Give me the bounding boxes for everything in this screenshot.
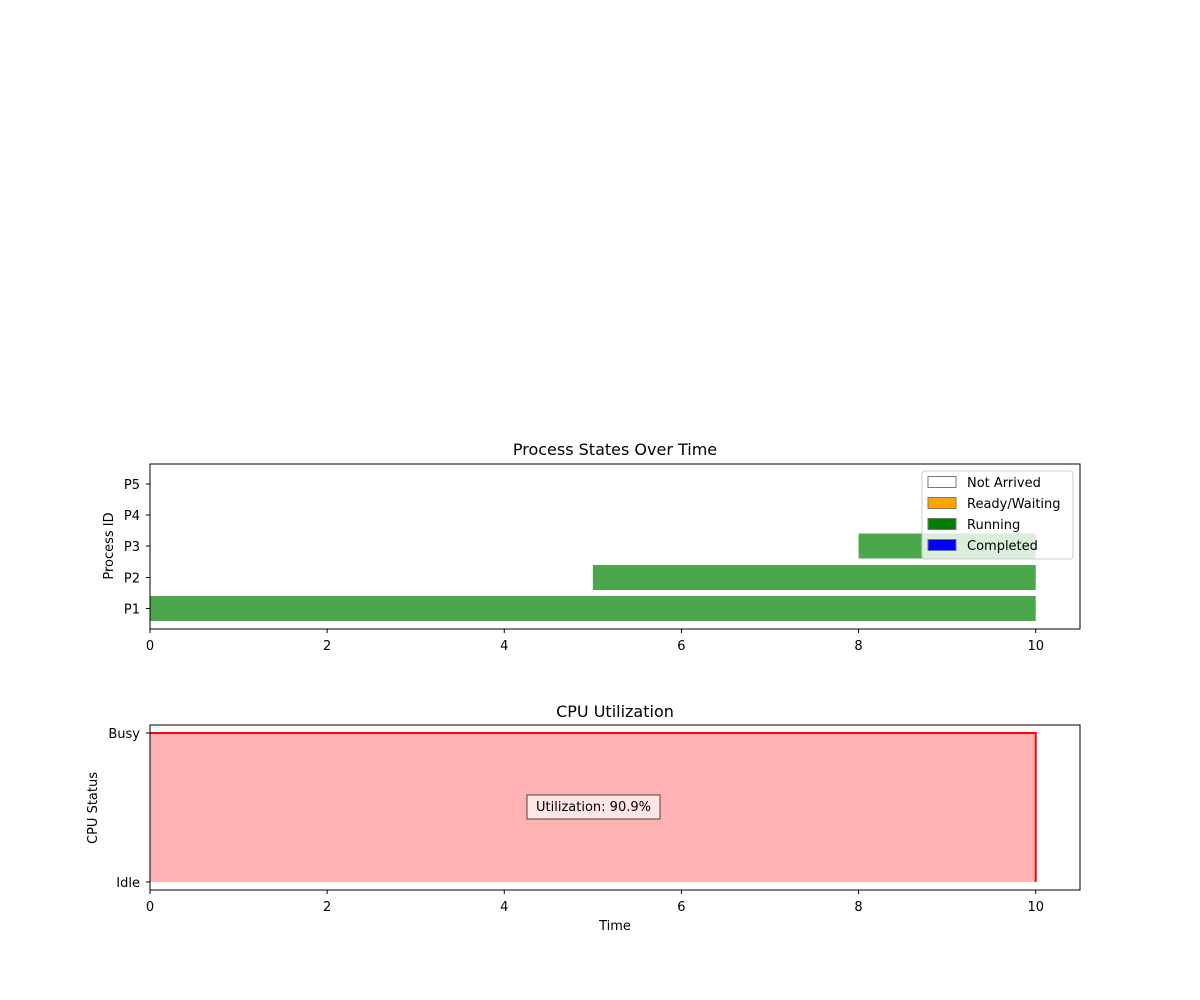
x-tick-label: 2 <box>323 639 331 654</box>
legend-swatch <box>927 518 957 530</box>
legend-label: Ready/Waiting <box>967 497 1061 512</box>
annotation-box <box>526 794 661 820</box>
y-tick-label: P1 <box>124 603 140 618</box>
y-tick-label: Busy <box>108 727 140 742</box>
y-tick-label: P3 <box>124 540 140 555</box>
legend-label: Running <box>967 518 1020 533</box>
y-axis-label: CPU Status <box>86 772 101 844</box>
process-states-chart: Process States Over Time Process ID P1 P2… <box>102 440 1081 654</box>
x-tick-label: 4 <box>500 900 508 915</box>
legend-swatch <box>927 497 957 509</box>
bar-p1 <box>150 596 1036 621</box>
chart-title: CPU Utilization <box>556 702 674 721</box>
y-axis-label: Process ID <box>102 512 117 579</box>
x-tick-label: 8 <box>854 900 862 915</box>
x-tick-label: 8 <box>854 639 862 654</box>
bar-p2 <box>592 565 1036 590</box>
legend-swatch <box>927 539 957 551</box>
x-axis-label: Time <box>598 919 631 934</box>
x-tick-label: 10 <box>1027 900 1044 915</box>
y-tick-label: P5 <box>124 478 140 493</box>
x-tick-label: 0 <box>146 900 154 915</box>
y-ticks: Idle Busy <box>108 727 150 891</box>
x-ticks: 0 2 4 6 8 10 <box>146 629 1044 654</box>
y-tick-label: Idle <box>116 876 140 891</box>
x-tick-label: 4 <box>500 639 508 654</box>
x-tick-label: 6 <box>677 900 685 915</box>
y-tick-label: P2 <box>124 572 140 587</box>
y-ticks: P1 P2 P3 P4 P5 <box>124 478 150 618</box>
x-tick-label: 6 <box>677 639 685 654</box>
legend-label: Not Arrived <box>967 476 1041 491</box>
x-ticks: 0 2 4 6 8 10 <box>146 890 1044 915</box>
annotation-text: Utilization: 90.9% <box>536 800 651 815</box>
legend-swatch <box>927 476 957 488</box>
x-tick-label: 10 <box>1027 639 1044 654</box>
x-tick-label: 2 <box>323 900 331 915</box>
plot-frame <box>149 724 1081 891</box>
x-tick-label: 0 <box>146 639 154 654</box>
legend-box <box>921 470 1074 560</box>
utilization-annotation: Utilization: 90.9% <box>526 794 661 820</box>
chart-title: Process States Over Time <box>513 440 717 459</box>
y-tick-label: P4 <box>124 509 140 524</box>
utilization-line <box>150 732 1037 882</box>
cpu-utilization-chart: CPU Utilization CPU Status Time Idle Busy… <box>86 702 1081 934</box>
legend: Not Arrived Ready/Waiting Running Completed <box>921 470 1074 560</box>
bar-layer <box>150 533 1036 621</box>
legend-label: Completed <box>967 539 1038 554</box>
